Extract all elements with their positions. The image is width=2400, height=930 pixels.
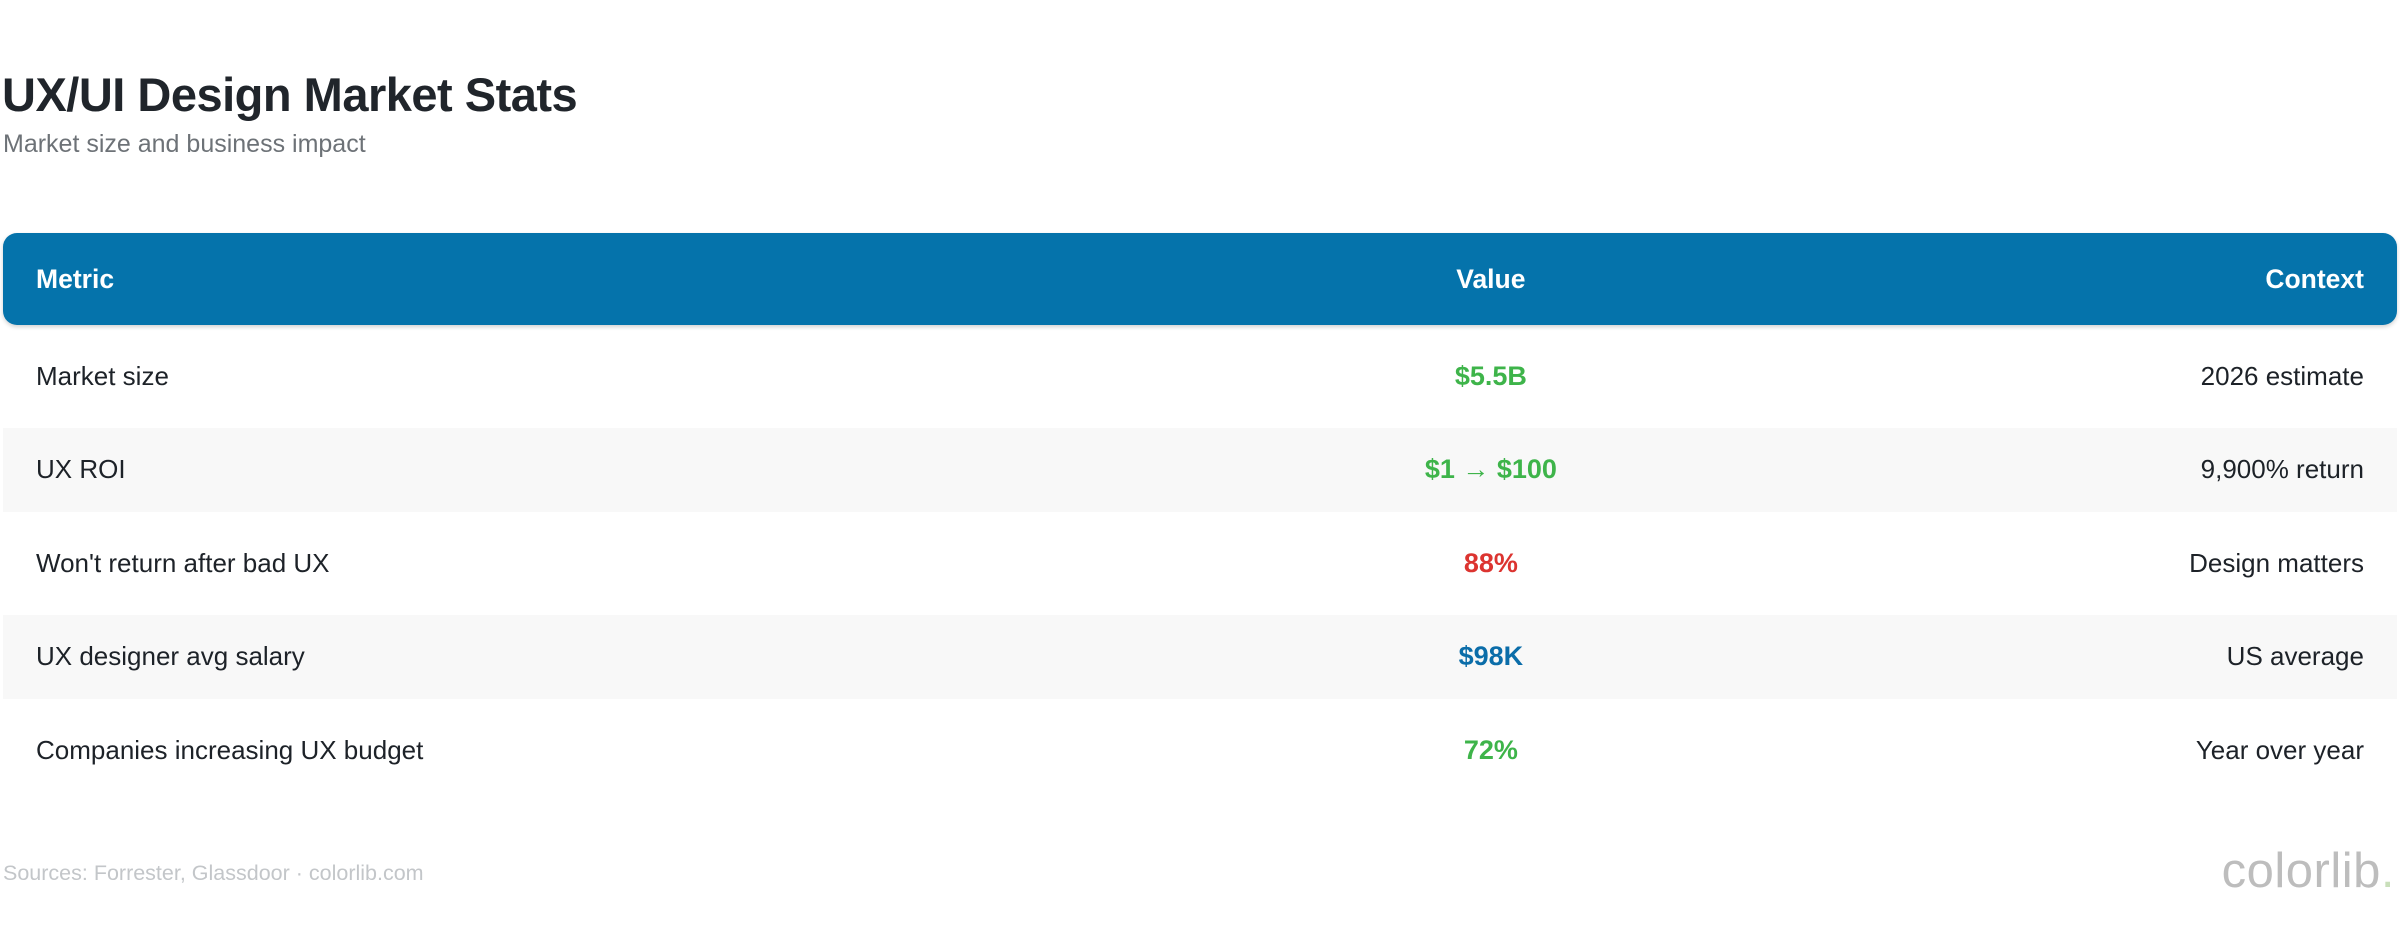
- metric-cell: UX ROI: [36, 454, 126, 485]
- metric-cell: Won't return after bad UX: [36, 547, 330, 578]
- context-cell: 2026 estimate: [2200, 360, 2364, 391]
- stats-table: Metric Value Context Market size $5.5B 202…: [3, 233, 2397, 793]
- table-header-row: Metric Value Context: [3, 233, 2397, 325]
- watermark-text: colorlib: [2221, 844, 2381, 898]
- table-row: UX ROI $1 → $100 9,900% return: [3, 427, 2397, 512]
- colorlib-watermark: colorlib.: [2222, 843, 2395, 899]
- metric-cell: UX designer avg salary: [36, 641, 305, 672]
- column-header-context: Context: [2265, 263, 2364, 294]
- value-cell: $98K: [1458, 641, 1524, 672]
- context-cell: Year over year: [2195, 734, 2364, 765]
- page-subtitle: Market size and business impact: [3, 130, 366, 158]
- value-cell: 72%: [1463, 734, 1518, 765]
- table-body: Market size $5.5B 2026 estimate UX ROI $1 → …: [3, 334, 2397, 793]
- value-cell: $1 → $100: [1424, 454, 1557, 485]
- value-cell: 88%: [1463, 547, 1518, 578]
- watermark-dot: .: [2380, 844, 2395, 898]
- context-cell: 9,900% return: [2200, 454, 2364, 485]
- metric-cell: Companies increasing UX budget: [36, 734, 424, 765]
- column-header-value: Value: [1456, 263, 1526, 294]
- table-row: Won't return after bad UX 88% Design matte…: [3, 521, 2397, 606]
- value-cell: $5.5B: [1454, 360, 1527, 391]
- sources-note: Sources: Forrester, Glassdoor · colorlib…: [3, 861, 424, 885]
- context-cell: US average: [2226, 641, 2364, 672]
- column-header-metric: Metric: [36, 263, 115, 294]
- metric-cell: Market size: [36, 360, 169, 391]
- table-row: Companies increasing UX budget 72% Year ov…: [3, 708, 2397, 793]
- table-row: UX designer avg salary $98K US average: [3, 614, 2397, 699]
- table-row: Market size $5.5B 2026 estimate: [3, 334, 2397, 419]
- context-cell: Design matters: [2189, 547, 2364, 578]
- page-title: UX/UI Design Market Stats: [2, 68, 578, 122]
